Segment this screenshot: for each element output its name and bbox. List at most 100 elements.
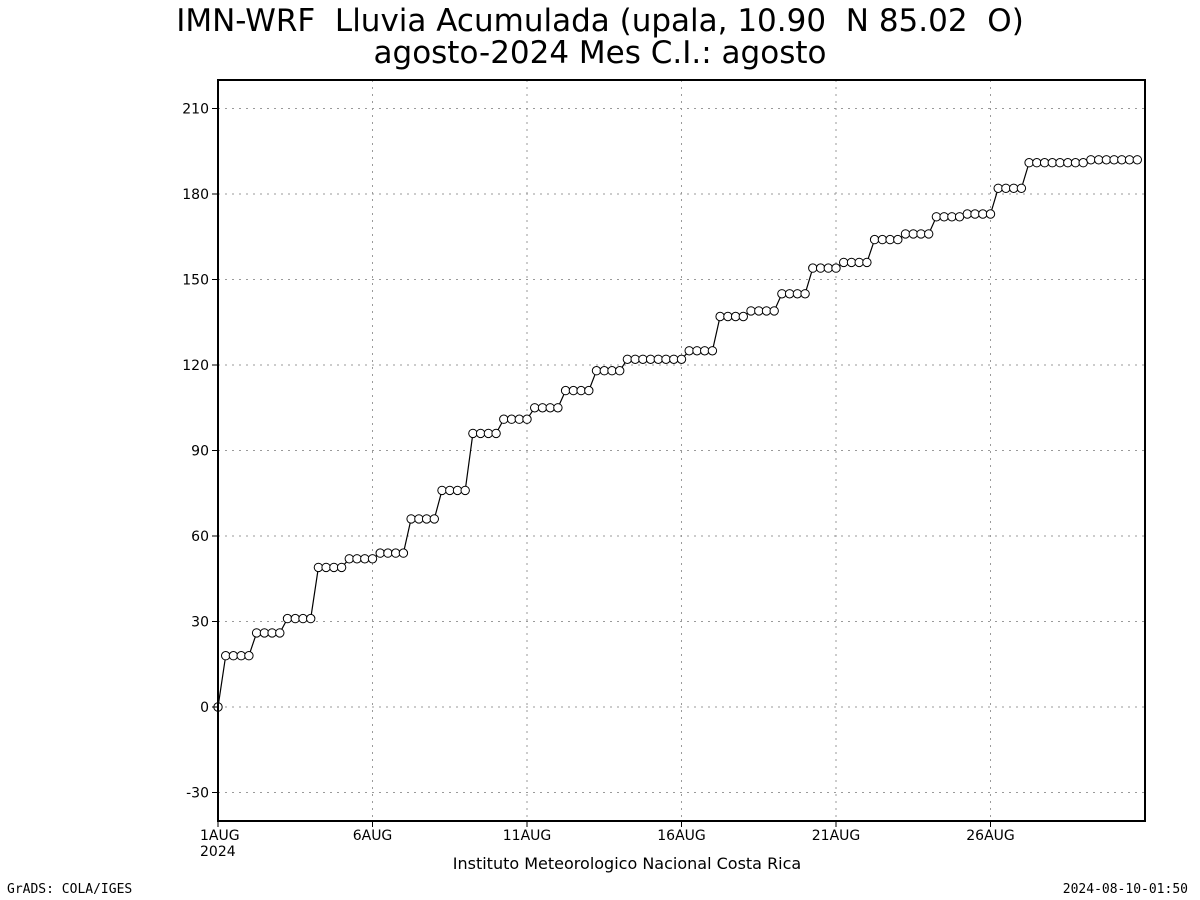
data-point: [344, 554, 354, 564]
data-point: [1101, 155, 1112, 165]
data-point: [568, 385, 579, 396]
grid-lines: [218, 80, 1145, 821]
data-point: [553, 403, 563, 413]
data-point: [653, 354, 663, 364]
data-point: [383, 548, 393, 558]
y-tick-label: 0: [200, 700, 209, 716]
data-point: [823, 263, 833, 273]
data-point: [375, 548, 385, 558]
data-point: [483, 428, 494, 439]
data-point: [437, 485, 447, 496]
data-point: [676, 354, 687, 364]
data-point: [985, 209, 996, 219]
data-point: [730, 311, 741, 322]
data-point: [869, 234, 880, 245]
data-point: [576, 385, 586, 396]
data-point: [468, 428, 478, 439]
data-point: [800, 289, 810, 299]
data-point: [429, 514, 439, 524]
data-point: [321, 562, 331, 573]
data-point: [584, 385, 594, 396]
data-point: [506, 414, 517, 424]
data-point: [931, 212, 942, 222]
data-point: [939, 212, 949, 222]
data-point: [746, 306, 756, 316]
data-point: [900, 229, 911, 239]
data-point: [692, 346, 702, 356]
data-point: [993, 183, 1003, 194]
y-tick-label: 150: [182, 273, 209, 289]
data-point: [398, 548, 409, 558]
data-point: [1001, 183, 1011, 194]
x-tick-label: 11AUG: [503, 828, 552, 844]
x-tick-label: 26AUG: [966, 828, 1015, 844]
data-point: [839, 257, 849, 268]
data-point: [947, 212, 957, 222]
data-point: [537, 403, 548, 413]
data-point: [475, 428, 486, 439]
data-point: [784, 289, 795, 299]
data-point: [259, 628, 270, 638]
x-tick-sublabel: 2024: [200, 844, 236, 860]
data-point: [978, 209, 988, 219]
data-point: [1047, 158, 1058, 168]
data-point: [970, 209, 980, 219]
y-axis: -30 0 30 60 90 120 150 180 210: [182, 102, 218, 802]
data-point: [808, 263, 818, 273]
data-point: [684, 346, 694, 356]
x-tick-label: 1AUG: [200, 828, 240, 844]
data-point: [669, 354, 679, 364]
data-point: [267, 628, 277, 638]
data-point: [924, 229, 934, 239]
data-point: [1124, 155, 1135, 165]
data-point: [1039, 158, 1050, 168]
data-point: [298, 613, 308, 624]
data-point: [1055, 158, 1065, 168]
data-point: [962, 209, 972, 219]
data-point: [723, 311, 733, 322]
x-tick-label: 21AUG: [812, 828, 861, 844]
data-point: [591, 366, 602, 376]
data-point: [445, 485, 455, 496]
data-point: [406, 514, 416, 524]
y-tick-label: 180: [182, 187, 209, 203]
data-point: [715, 311, 725, 322]
y-tick-label: 60: [191, 529, 209, 545]
data-point: [893, 234, 903, 245]
data-point: [460, 485, 470, 496]
data-point: [1016, 183, 1027, 194]
data-point: [877, 234, 888, 245]
y-tick-label: 120: [182, 358, 209, 374]
data-point: [1094, 155, 1104, 165]
data-point: [414, 514, 424, 524]
data-point: [1024, 158, 1034, 168]
x-axis-label: Instituto Meteorologico Nacional Costa R…: [453, 854, 801, 873]
data-point: [761, 306, 772, 316]
data-point: [846, 257, 857, 268]
data-point: [1078, 158, 1088, 168]
data-point: [499, 414, 509, 424]
x-tick-label: 6AUG: [353, 828, 393, 844]
data-point: [452, 485, 463, 496]
data-point: [560, 385, 571, 396]
data-point: [1009, 183, 1019, 194]
y-tick-label: 90: [191, 444, 209, 460]
data-point: [336, 562, 347, 573]
data-point: [1070, 158, 1081, 168]
data-point: [854, 257, 864, 268]
data-point: [290, 613, 300, 624]
data-point: [360, 554, 370, 564]
data-point: [630, 354, 640, 364]
data-point: [491, 428, 501, 439]
data-point: [530, 403, 540, 413]
data-point: [738, 311, 748, 322]
data-point: [329, 562, 339, 573]
data-point: [862, 257, 872, 268]
data-point: [607, 366, 617, 376]
x-tick-label: 16AUG: [657, 828, 706, 844]
data-point: [1132, 155, 1143, 165]
data-point: [1063, 158, 1073, 168]
data-point: [367, 554, 378, 564]
